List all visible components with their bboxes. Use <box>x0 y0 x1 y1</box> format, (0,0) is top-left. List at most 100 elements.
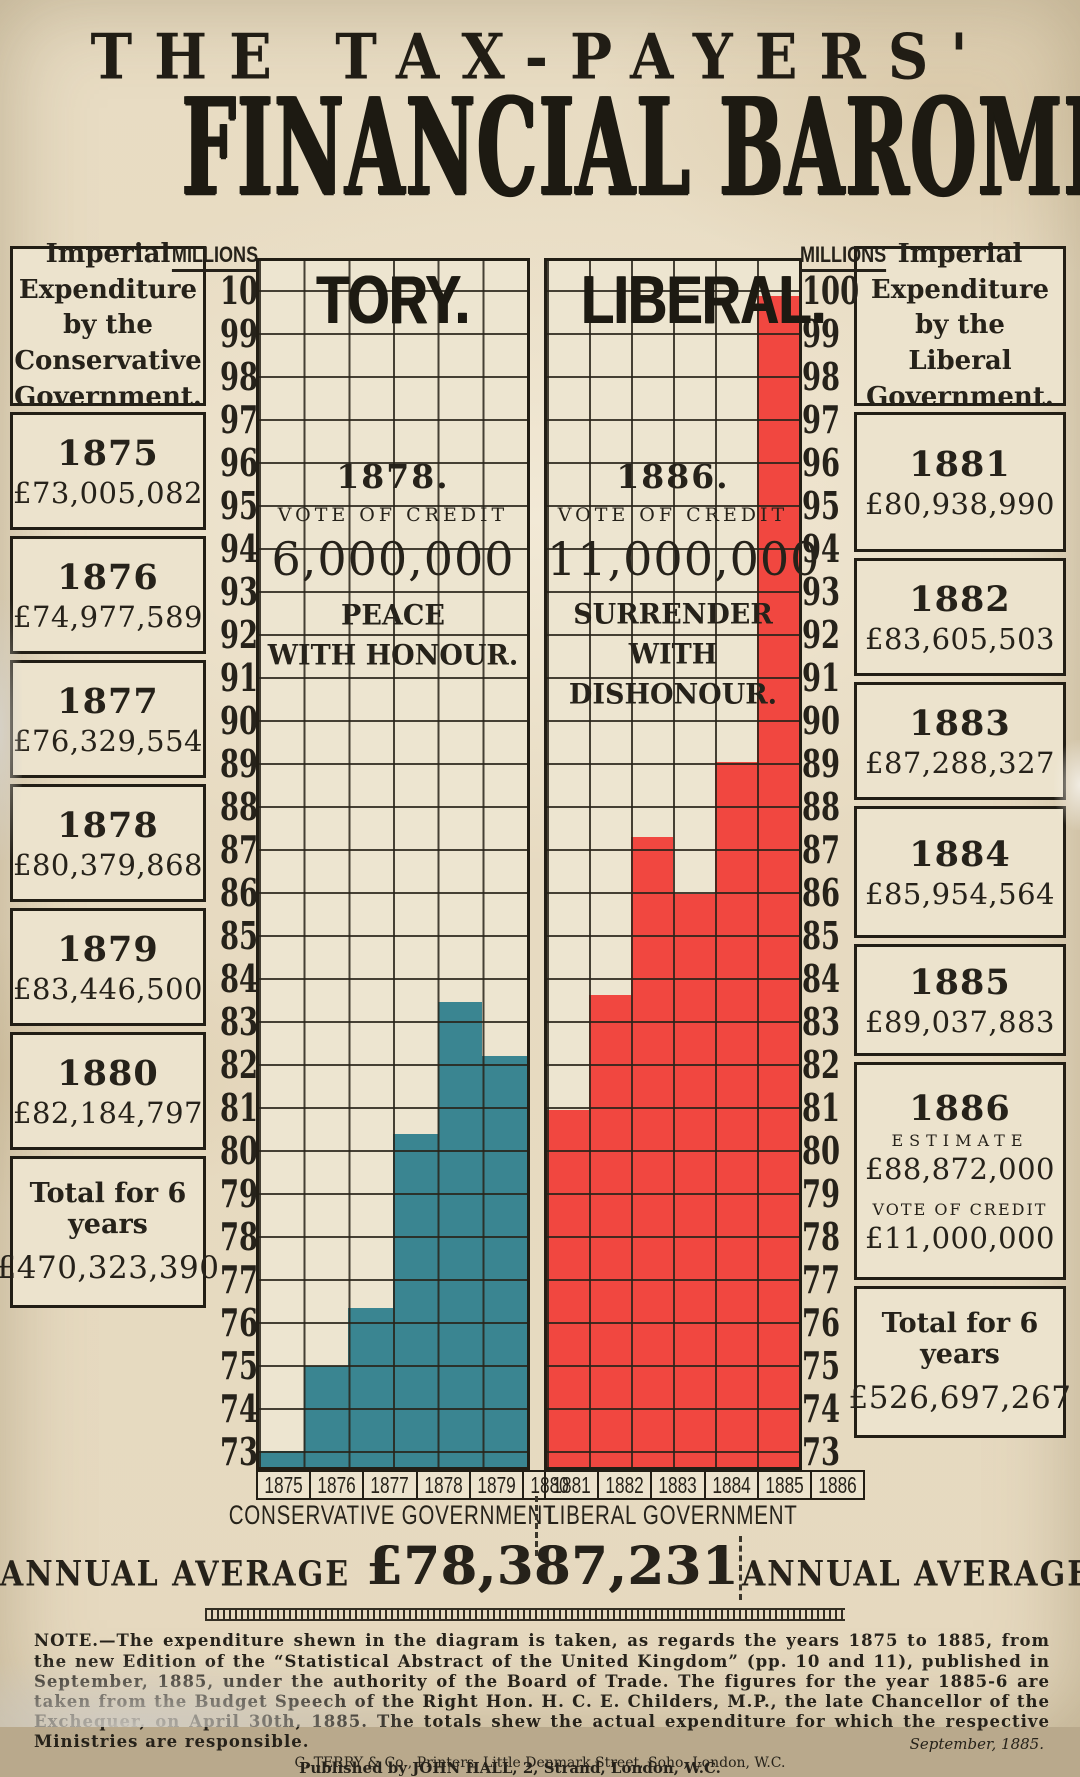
amount-value: £82,184,797 <box>13 1095 203 1130</box>
year-expenditure-box: 1875 £73,005,082 <box>10 412 206 531</box>
chart-gap <box>530 234 544 1557</box>
footnote-text: NOTE.—The expenditure shewn in the diagr… <box>34 1631 1050 1752</box>
annual-averages-row: ANNUAL AVERAGE £78,387,231 ANNUAL AVERAG… <box>0 1536 1080 1601</box>
axis-tick: 77 <box>220 1257 259 1303</box>
liberal-chart-title-text: LIBERAL. <box>581 262 827 339</box>
year-label: 1879 <box>57 928 159 970</box>
year-expenditure-box: 1876 £74,977,589 <box>10 536 206 655</box>
axis-tick: 90 <box>802 698 841 744</box>
axis-tick: 86 <box>802 870 841 916</box>
right-axis-unit-label: MILLIONS <box>800 242 887 273</box>
axis-tick: 97 <box>802 397 841 443</box>
annotation-year: 1878. <box>336 457 450 497</box>
x-axis-year: 1876 <box>317 1471 356 1498</box>
bar-1876 <box>303 1366 349 1468</box>
total-label: Total for 6 years <box>29 1178 187 1241</box>
x-axis-year-box: 1883 <box>650 1470 706 1501</box>
x-axis-year: 1877 <box>370 1471 410 1498</box>
year-expenditure-box: 1881 £80,938,990 <box>854 412 1066 553</box>
year-label: 1885 <box>909 961 1011 1003</box>
year-label: 1878 <box>57 804 159 846</box>
conservative-annual-average: ANNUAL AVERAGE £78,387,231 <box>0 1536 742 1601</box>
amount-value: £80,379,868 <box>13 847 203 882</box>
axis-tick: 81 <box>220 1085 259 1131</box>
bar-1875 <box>259 1451 304 1468</box>
axis-tick: 100 <box>220 268 278 314</box>
axis-tick: 96 <box>220 440 259 486</box>
x-axis-year: 1884 <box>711 1471 751 1498</box>
amount-value: £89,037,883 <box>865 1004 1055 1039</box>
bar-1882 <box>589 995 631 1468</box>
x-axis-year-box: 1878 <box>415 1470 471 1501</box>
axis-tick: 98 <box>802 354 841 400</box>
axis-tick: 76 <box>802 1300 841 1346</box>
axis-tick: 75 <box>802 1343 841 1389</box>
x-axis-year: 1882 <box>605 1471 644 1498</box>
bar-1879 <box>437 1002 483 1468</box>
x-axis-year: 1878 <box>423 1471 463 1498</box>
axis-tick: 87 <box>802 827 841 873</box>
liberal-chart: LIBERAL. 1886. VOTE OF CREDIT 11,000,000… <box>544 258 826 1471</box>
axis-tick: 96 <box>802 440 841 486</box>
axis-tick: 100 <box>802 268 860 314</box>
axis-tick: 90 <box>220 698 259 744</box>
x-axis-year: 1881 <box>552 1471 591 1498</box>
slogan-line2: WITH HONOUR. <box>267 639 519 672</box>
average-label: ANNUAL AVERAGE <box>741 1554 1080 1596</box>
axis-tick: 92 <box>802 612 841 658</box>
footnote-date: September, 1885. <box>909 1734 1044 1753</box>
total-amount: £470,323,390 <box>0 1250 220 1287</box>
year-expenditure-box: 1883 £87,288,327 <box>854 682 1066 801</box>
year-expenditure-box: 1884 £85,954,564 <box>854 806 1066 939</box>
left-axis-unit-label: MILLIONS <box>171 242 258 273</box>
axis-tick: 80 <box>220 1128 259 1174</box>
year-label: 1884 <box>909 833 1011 875</box>
year-expenditure-box: 1882 £83,605,503 <box>854 558 1066 677</box>
axis-tick: 83 <box>802 999 841 1045</box>
bar-1881 <box>547 1110 589 1468</box>
liberal-total-box: Total for 6 years £526,697,267 <box>849 1286 1071 1439</box>
poster-title-line2-text: FINANCIAL BAROMETER. <box>181 68 1080 227</box>
year-label: 1876 <box>57 556 159 598</box>
liberal-expenditure-panel: Imperial Expenditure by the Liberal Gove… <box>849 239 1071 1439</box>
tory-chart: TORY. 1878. VOTE OF CREDIT 6,000,000 PEA… <box>256 258 530 1471</box>
right-axis: MILLIONS 100 99 98 97 96 95 94 93 92 91 90 89 88 87 86… <box>800 234 887 1475</box>
liberal-annotation: 1886. VOTE OF CREDIT 11,000,000 SURRENDE… <box>547 457 819 711</box>
tory-year-axis: 1875 1876 1877 1878 1879 1880 <box>256 1470 578 1501</box>
annotation-slogan: SURRENDER WITH DISHONOUR. <box>547 596 799 715</box>
axis-tick: 78 <box>802 1214 841 1260</box>
year-label: 1875 <box>57 432 159 474</box>
average-value: £78,387,231 <box>366 1536 739 1598</box>
tory-chart-column: TORY. 1878. VOTE OF CREDIT 6,000,000 PEA… <box>229 234 578 1530</box>
x-axis-year: 1879 <box>477 1471 516 1498</box>
bar-1880 <box>482 1056 527 1468</box>
amount-value: £87,288,327 <box>865 745 1055 780</box>
slogan-line1: SURRENDER <box>573 598 773 632</box>
total-label: Total for 6 years <box>881 1308 1039 1371</box>
decorative-rule <box>205 1608 845 1622</box>
axis-tick: 73 <box>802 1429 841 1475</box>
year-label: 1886 <box>909 1087 1011 1129</box>
year-expenditure-box: 1877 £76,329,554 <box>10 660 206 779</box>
liberal-panel-header: Imperial Expenditure by the Liberal Gove… <box>854 239 1066 412</box>
amount-value: £76,329,554 <box>13 723 203 758</box>
liberal-government-label: LIBERAL GOVERNMENT <box>544 1500 802 1530</box>
axis-tick: 93 <box>220 569 259 615</box>
bar-1883 <box>631 837 673 1468</box>
conservative-total-box: Total for 6 years £470,323,390 <box>0 1156 219 1309</box>
amount-value: £80,938,990 <box>865 486 1055 521</box>
year-label: 1883 <box>909 702 1011 744</box>
year-expenditure-box: 1880 £82,184,797 <box>10 1032 206 1151</box>
annotation-credit-label: VOTE OF CREDIT <box>557 504 789 527</box>
slogan-line2: WITH DISHONOUR. <box>568 638 778 711</box>
liberal-bars <box>547 261 799 1468</box>
publisher-imprint: Published by JOHN HALL, 2, Strand, Londo… <box>299 1758 721 1777</box>
bar-1885 <box>715 761 757 1468</box>
main-content: Imperial Expenditure by the Conservative… <box>0 200 1080 1557</box>
x-axis-year: 1885 <box>765 1471 804 1498</box>
axis-tick: 97 <box>220 397 259 443</box>
axis-tick: 84 <box>220 956 259 1002</box>
x-axis-year-box: 1880 <box>521 1470 578 1501</box>
annotation-year: 1886. <box>616 457 730 497</box>
axis-tick: 89 <box>802 741 841 787</box>
